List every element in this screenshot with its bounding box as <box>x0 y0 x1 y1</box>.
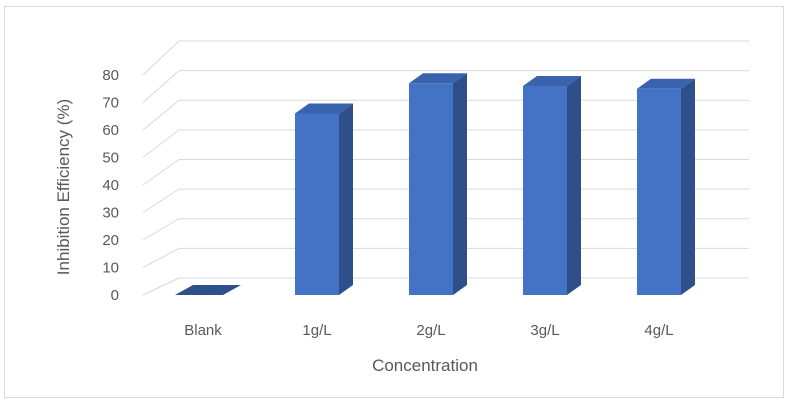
gridline-depth <box>142 188 180 213</box>
bars <box>175 73 695 295</box>
bar-top <box>175 285 241 295</box>
gridline-depth <box>142 99 180 131</box>
x-tick-label: 1g/L <box>302 322 331 339</box>
y-axis-ticks: 0 10 20 30 40 50 60 70 80 <box>102 67 119 304</box>
x-tick-label: 2g/L <box>416 322 445 339</box>
gridline-depth <box>142 129 180 158</box>
bar <box>523 76 581 295</box>
gridline-depth <box>142 218 180 241</box>
bar-front <box>295 113 339 295</box>
x-axis-categories: Blank 1g/L 2g/L 3g/L 4g/L <box>184 322 673 339</box>
gridline-depth <box>142 159 180 186</box>
bar-front <box>523 86 567 295</box>
bar <box>295 103 353 295</box>
bar-top <box>409 73 467 84</box>
bar-side <box>681 78 695 295</box>
y-tick-label: 30 <box>102 205 119 222</box>
bar-side <box>567 76 581 295</box>
bar-top <box>637 78 695 89</box>
x-tick-label: Blank <box>184 322 222 339</box>
y-tick-label: 10 <box>102 260 119 277</box>
gridline-depth <box>142 70 180 103</box>
bar-front <box>409 83 453 295</box>
bar <box>637 78 695 295</box>
gridline-depth <box>142 247 180 268</box>
y-tick-label: 50 <box>102 150 119 167</box>
y-tick-label: 70 <box>102 95 119 112</box>
bar-top <box>295 103 353 114</box>
y-tick-label: 40 <box>102 177 119 194</box>
bar-top <box>523 76 581 86</box>
bar-side <box>339 103 353 295</box>
bar-front <box>637 88 681 295</box>
x-tick-label: 4g/L <box>644 322 673 339</box>
y-tick-label: 60 <box>102 122 119 139</box>
x-tick-label: 3g/L <box>530 322 559 339</box>
bar <box>409 73 467 295</box>
chart-frame: 0 10 20 30 40 50 60 70 80 Blank 1g/L 2g/L 3g/L 4g/L … <box>4 6 784 398</box>
y-tick-label: 20 <box>102 232 119 249</box>
bar-side <box>453 73 467 295</box>
x-axis-title: Concentration <box>372 356 478 375</box>
y-tick-label: 0 <box>111 287 119 304</box>
gridline-depth <box>142 40 180 76</box>
gridline-depth <box>142 277 180 296</box>
bar <box>175 285 241 295</box>
y-axis-title: Inhibition Efficiency (%) <box>54 99 73 275</box>
y-tick-label: 80 <box>102 67 119 84</box>
